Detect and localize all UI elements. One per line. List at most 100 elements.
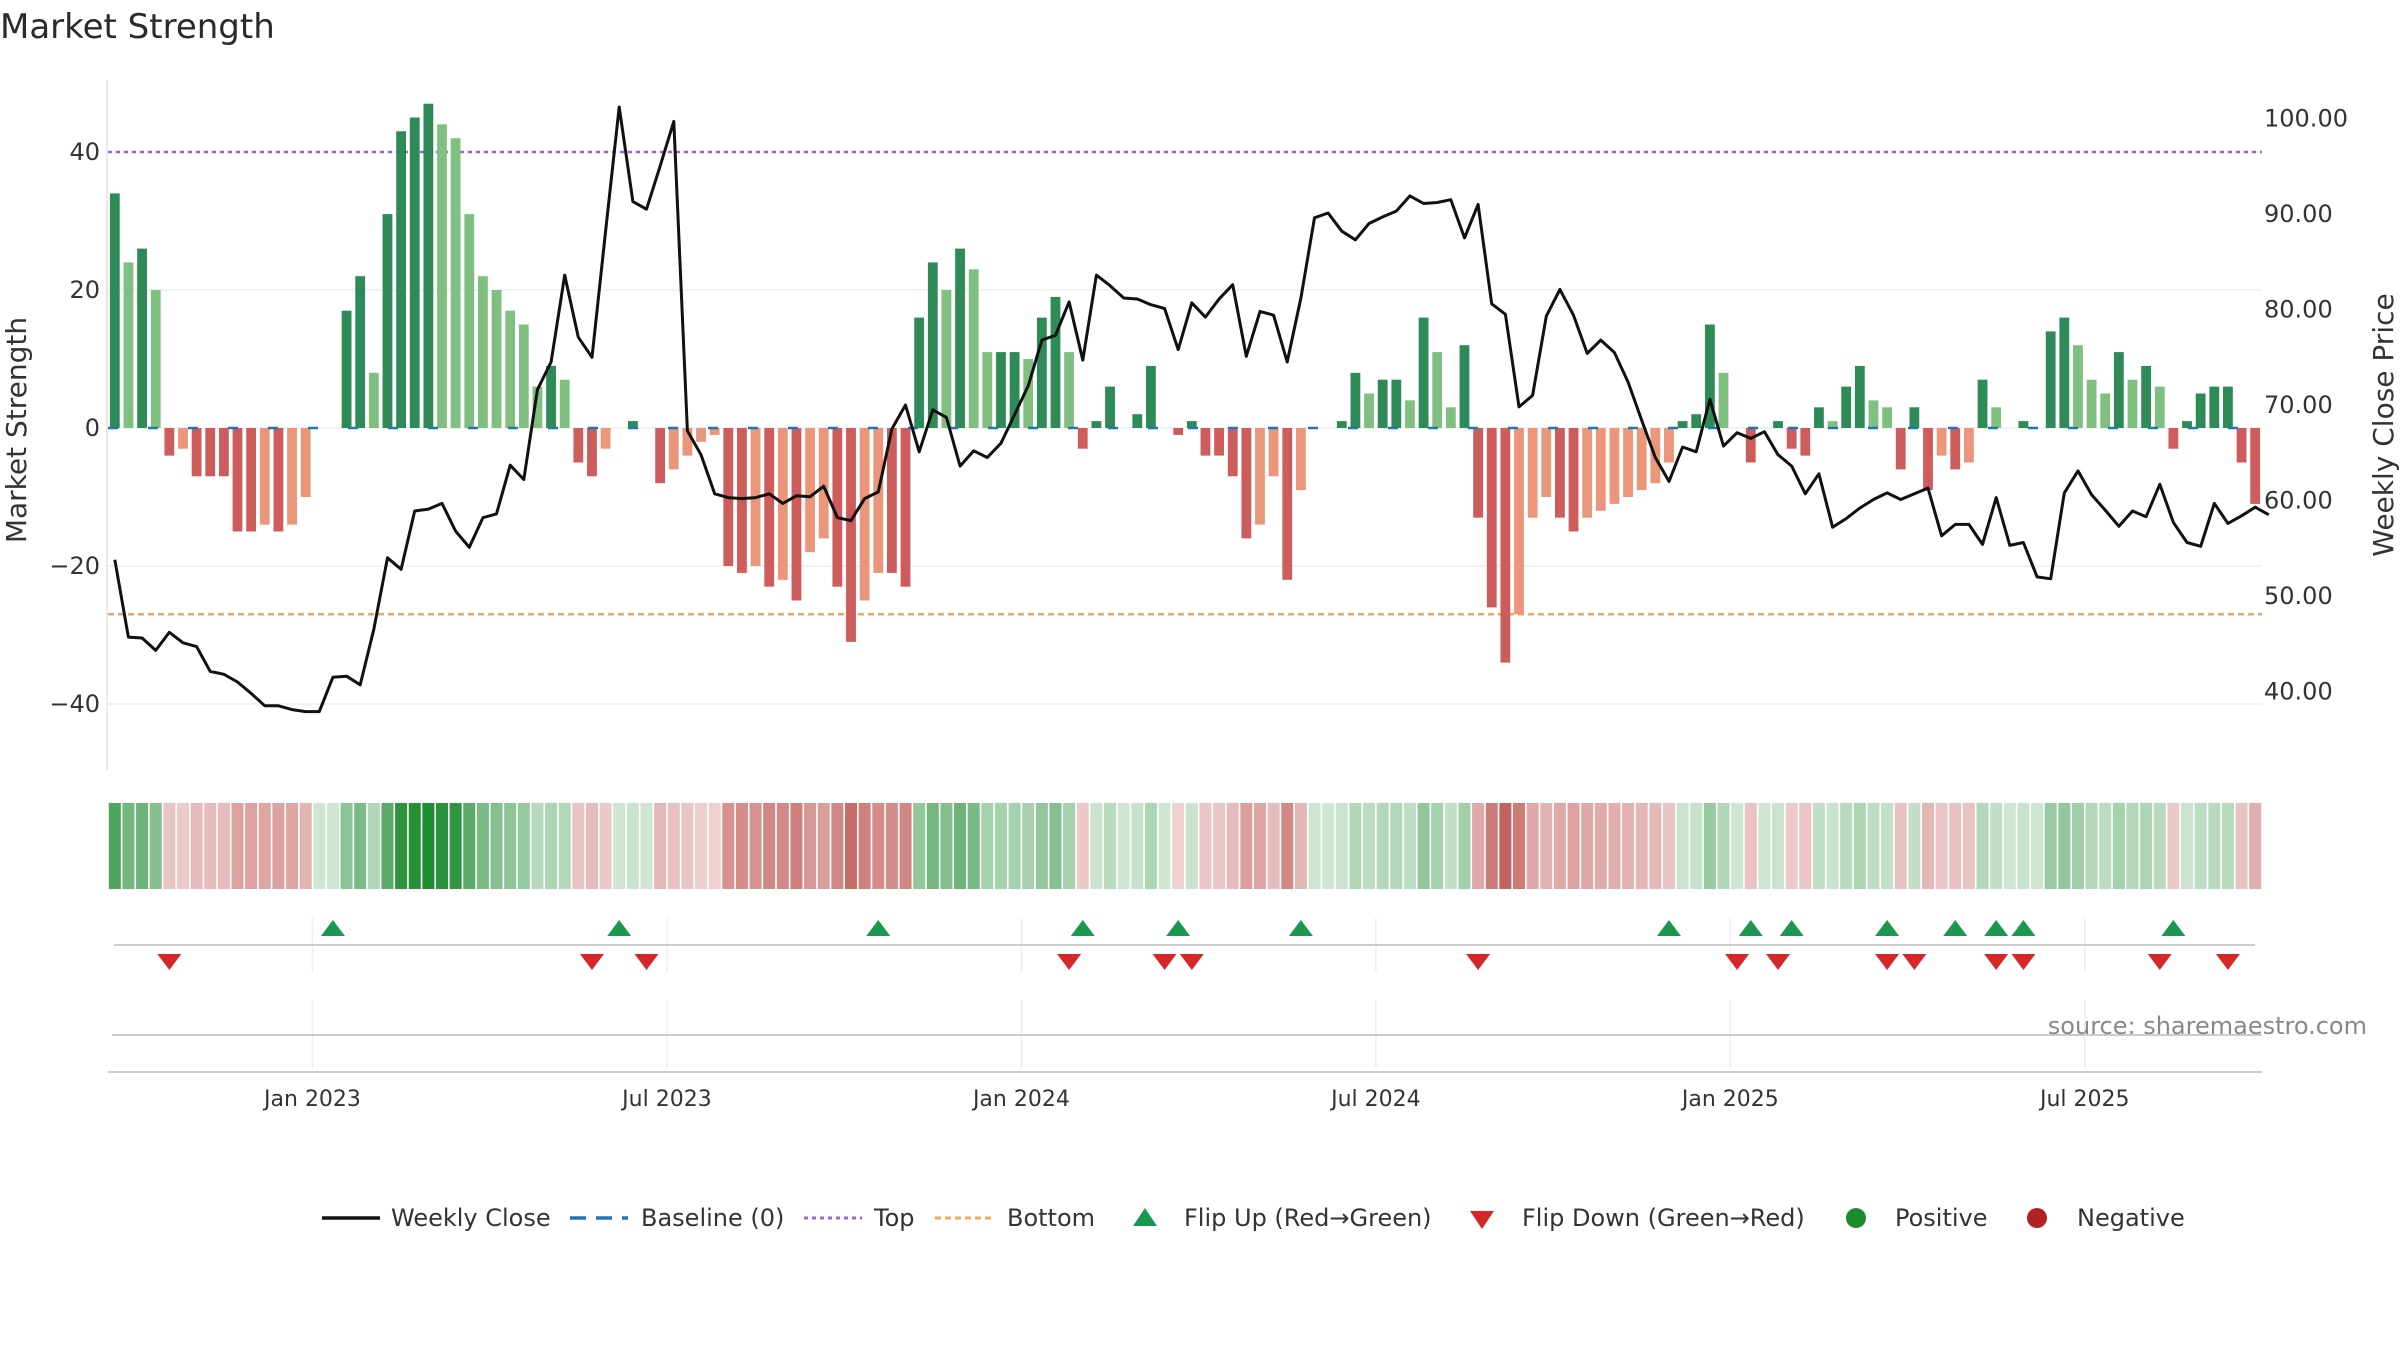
heat-cell xyxy=(176,803,189,889)
flip-down-marker xyxy=(2011,954,2036,970)
heat-cell xyxy=(1717,803,1730,889)
strength-bar xyxy=(696,428,706,442)
strength-bars xyxy=(109,103,2261,663)
y-tick-left-label: 0 xyxy=(85,414,100,442)
strength-bar xyxy=(450,138,461,428)
strength-bar xyxy=(1950,428,1961,470)
strength-bar xyxy=(1336,421,1347,428)
heat-cell xyxy=(326,803,339,889)
strength-bar xyxy=(982,352,993,428)
source-credit: source: sharemaestro.com xyxy=(2048,1012,2367,1040)
flip-up-marker xyxy=(1738,920,1763,936)
strength-bar xyxy=(1486,428,1497,608)
strength-bar xyxy=(532,386,543,428)
y-tick-left-label: 20 xyxy=(69,276,100,304)
heat-cell xyxy=(1458,803,1471,889)
strength-bar xyxy=(1459,345,1470,428)
heat-cell xyxy=(954,803,967,889)
heat-cell xyxy=(1335,803,1348,889)
heat-cell xyxy=(2031,803,2044,889)
y-tick-right-label: 70.00 xyxy=(2264,391,2333,419)
heat-cell xyxy=(449,803,462,889)
strength-bar xyxy=(300,428,311,497)
heat-cell xyxy=(1117,803,1130,889)
heat-cell xyxy=(313,803,326,889)
heat-cell xyxy=(640,803,653,889)
strength-bar xyxy=(1350,372,1361,428)
heat-cell xyxy=(817,803,830,889)
heat-cell xyxy=(545,803,558,889)
heat-cell xyxy=(613,803,626,889)
strength-bar xyxy=(368,372,379,428)
strength-bar xyxy=(1664,428,1674,463)
flip-down-marker xyxy=(634,954,659,970)
strength-bar xyxy=(1786,428,1797,449)
heat-cell xyxy=(1976,803,1989,889)
heat-cell xyxy=(1935,803,1948,889)
strength-bar xyxy=(1105,386,1115,428)
strength-bar xyxy=(737,428,747,573)
heat-cell xyxy=(1008,803,1021,889)
heat-cell xyxy=(1908,803,1921,889)
legend-label: Flip Down (Green→Red) xyxy=(1522,1204,1805,1232)
strength-bar xyxy=(2018,421,2029,428)
heat-cell xyxy=(681,803,694,889)
y-tick-right-label: 60.00 xyxy=(2264,487,2333,515)
y-tick-right-label: 100.00 xyxy=(2264,105,2348,133)
flip-down-marker xyxy=(1875,954,1900,970)
heat-cell xyxy=(476,803,489,889)
heat-cell xyxy=(504,803,517,889)
strength-bar xyxy=(573,428,584,463)
strength-bar xyxy=(1868,400,1879,428)
heat-cell xyxy=(2194,803,2207,889)
strength-bar xyxy=(259,428,270,525)
strength-bar xyxy=(1173,428,1184,435)
strength-bar xyxy=(1609,428,1620,504)
heat-cell xyxy=(1758,803,1771,889)
weekly-close-series xyxy=(113,105,2270,714)
heat-cell xyxy=(981,803,994,889)
heat-cell xyxy=(722,803,735,889)
legend-label: Baseline (0) xyxy=(641,1204,784,1232)
heat-cell xyxy=(626,803,639,889)
strength-bar xyxy=(2127,379,2138,428)
strength-bar xyxy=(955,248,965,428)
heat-cell xyxy=(463,803,476,889)
strength-bar xyxy=(123,262,134,428)
heat-cell xyxy=(1322,803,1335,889)
strength-bar xyxy=(1268,428,1279,477)
flip-down-marker xyxy=(1057,954,1082,970)
heat-cell xyxy=(1308,803,1321,889)
heat-cell xyxy=(1785,803,1798,889)
strength-bar xyxy=(1500,428,1511,663)
heat-cell xyxy=(1444,803,1457,889)
flip-down-marker xyxy=(1466,954,1491,970)
strength-bar xyxy=(1473,428,1484,518)
strength-bar xyxy=(1595,428,1606,511)
strength-bar xyxy=(655,428,666,484)
strength-bar xyxy=(409,117,420,428)
heat-cell xyxy=(1772,803,1785,889)
legend-swatch-positive xyxy=(1846,1208,1866,1228)
strength-bar xyxy=(1050,296,1061,428)
strength-bar xyxy=(2073,345,2083,428)
y-tick-left-label: 40 xyxy=(69,138,100,166)
heat-cell xyxy=(272,803,285,889)
strength-bar xyxy=(941,290,952,428)
heat-cell xyxy=(2003,803,2016,889)
legend-label: Bottom xyxy=(1007,1204,1095,1232)
heat-cell xyxy=(1403,803,1416,889)
heat-cell xyxy=(1840,803,1853,889)
heat-cell xyxy=(163,803,176,889)
heat-cell xyxy=(395,803,408,889)
heat-cell xyxy=(667,803,680,889)
heat-cell xyxy=(1567,803,1580,889)
heat-cell xyxy=(1703,803,1716,889)
strength-bar xyxy=(1132,414,1143,428)
heat-cell xyxy=(1144,803,1157,889)
strength-bar xyxy=(1377,379,1388,428)
y-axis-right-title: Weekly Close Price xyxy=(2367,293,2400,556)
heat-cell xyxy=(749,803,762,889)
strength-bar xyxy=(218,428,229,477)
flip-up-marker xyxy=(2011,920,2036,936)
